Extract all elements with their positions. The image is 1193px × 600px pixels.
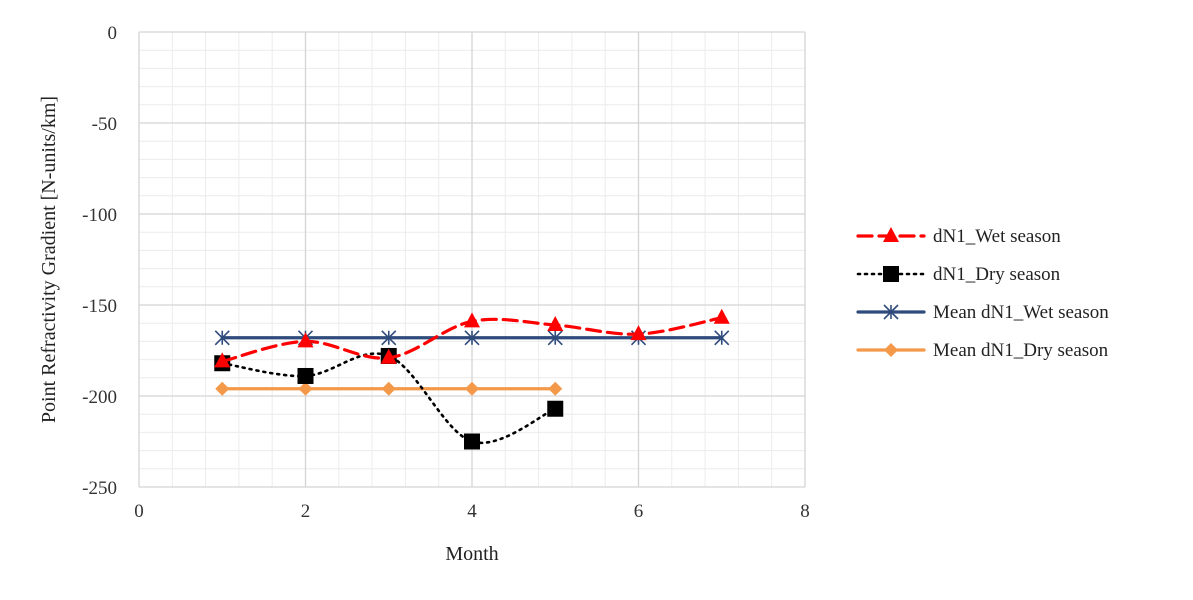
y-tick-label: -100: [82, 205, 117, 226]
data-point: [214, 330, 230, 346]
series-1: [214, 308, 730, 368]
y-tick-label: -150: [82, 296, 117, 317]
y-tick-label: 0: [108, 23, 118, 44]
data-point: [547, 400, 564, 417]
data-point: [214, 352, 231, 368]
series-4: [215, 381, 563, 396]
legend-swatch-marker: [884, 343, 898, 357]
legend-label: Mean dN1_Dry season: [933, 340, 1109, 361]
legend-label: Mean dN1_Wet season: [933, 302, 1109, 323]
data-point: [547, 316, 564, 332]
legend: dN1_Wet season dN1_Dry season Mean dN1_Wet…: [856, 226, 1109, 361]
y-tick-label: -50: [92, 114, 117, 135]
legend-label: dN1_Dry season: [933, 264, 1061, 285]
x-tick-label: 0: [134, 501, 144, 522]
data-point: [547, 330, 563, 346]
legend-label: dN1_Wet season: [933, 226, 1061, 247]
legend-item: dN1_Wet season: [856, 226, 1061, 247]
data-point: [215, 381, 230, 396]
data-point: [297, 332, 314, 348]
data-point: [630, 325, 647, 341]
data-point: [713, 308, 730, 324]
data-point: [714, 330, 730, 346]
data-point: [464, 433, 480, 450]
data-point: [465, 381, 479, 396]
y-tick-label: -250: [82, 478, 117, 499]
legend-item: Mean dN1_Wet season: [856, 302, 1109, 323]
legend-item: dN1_Dry season: [856, 264, 1061, 285]
legend-swatch-marker: [883, 266, 899, 282]
x-tick-label: 4: [467, 501, 477, 522]
x-tick-label: 6: [634, 501, 644, 522]
x-tick-label: 8: [800, 501, 810, 522]
series-2: [214, 347, 564, 450]
data-point: [298, 381, 313, 396]
data-point: [297, 367, 314, 384]
series-layer: [214, 308, 730, 450]
y-tick-label: -200: [82, 387, 117, 408]
x-tick-label: 2: [301, 501, 311, 522]
data-point: [381, 330, 397, 346]
data-point: [464, 330, 480, 346]
legend-item: Mean dN1_Dry season: [856, 340, 1109, 361]
legend-swatch-marker: [883, 304, 899, 320]
series-line: [220, 352, 557, 445]
data-point: [381, 381, 396, 396]
x-axis-title: Month: [445, 543, 498, 565]
data-point: [464, 312, 480, 328]
y-axis-title: Point Refractivity Gradient [N-units/km]: [38, 96, 60, 423]
axes: 0 2 4 6 8 0 -50 -100 -150 -200 -250: [82, 23, 810, 522]
data-point: [548, 381, 563, 396]
legend-swatch-marker: [883, 227, 899, 242]
major-grid: [138, 31, 806, 488]
data-point: [380, 348, 397, 364]
